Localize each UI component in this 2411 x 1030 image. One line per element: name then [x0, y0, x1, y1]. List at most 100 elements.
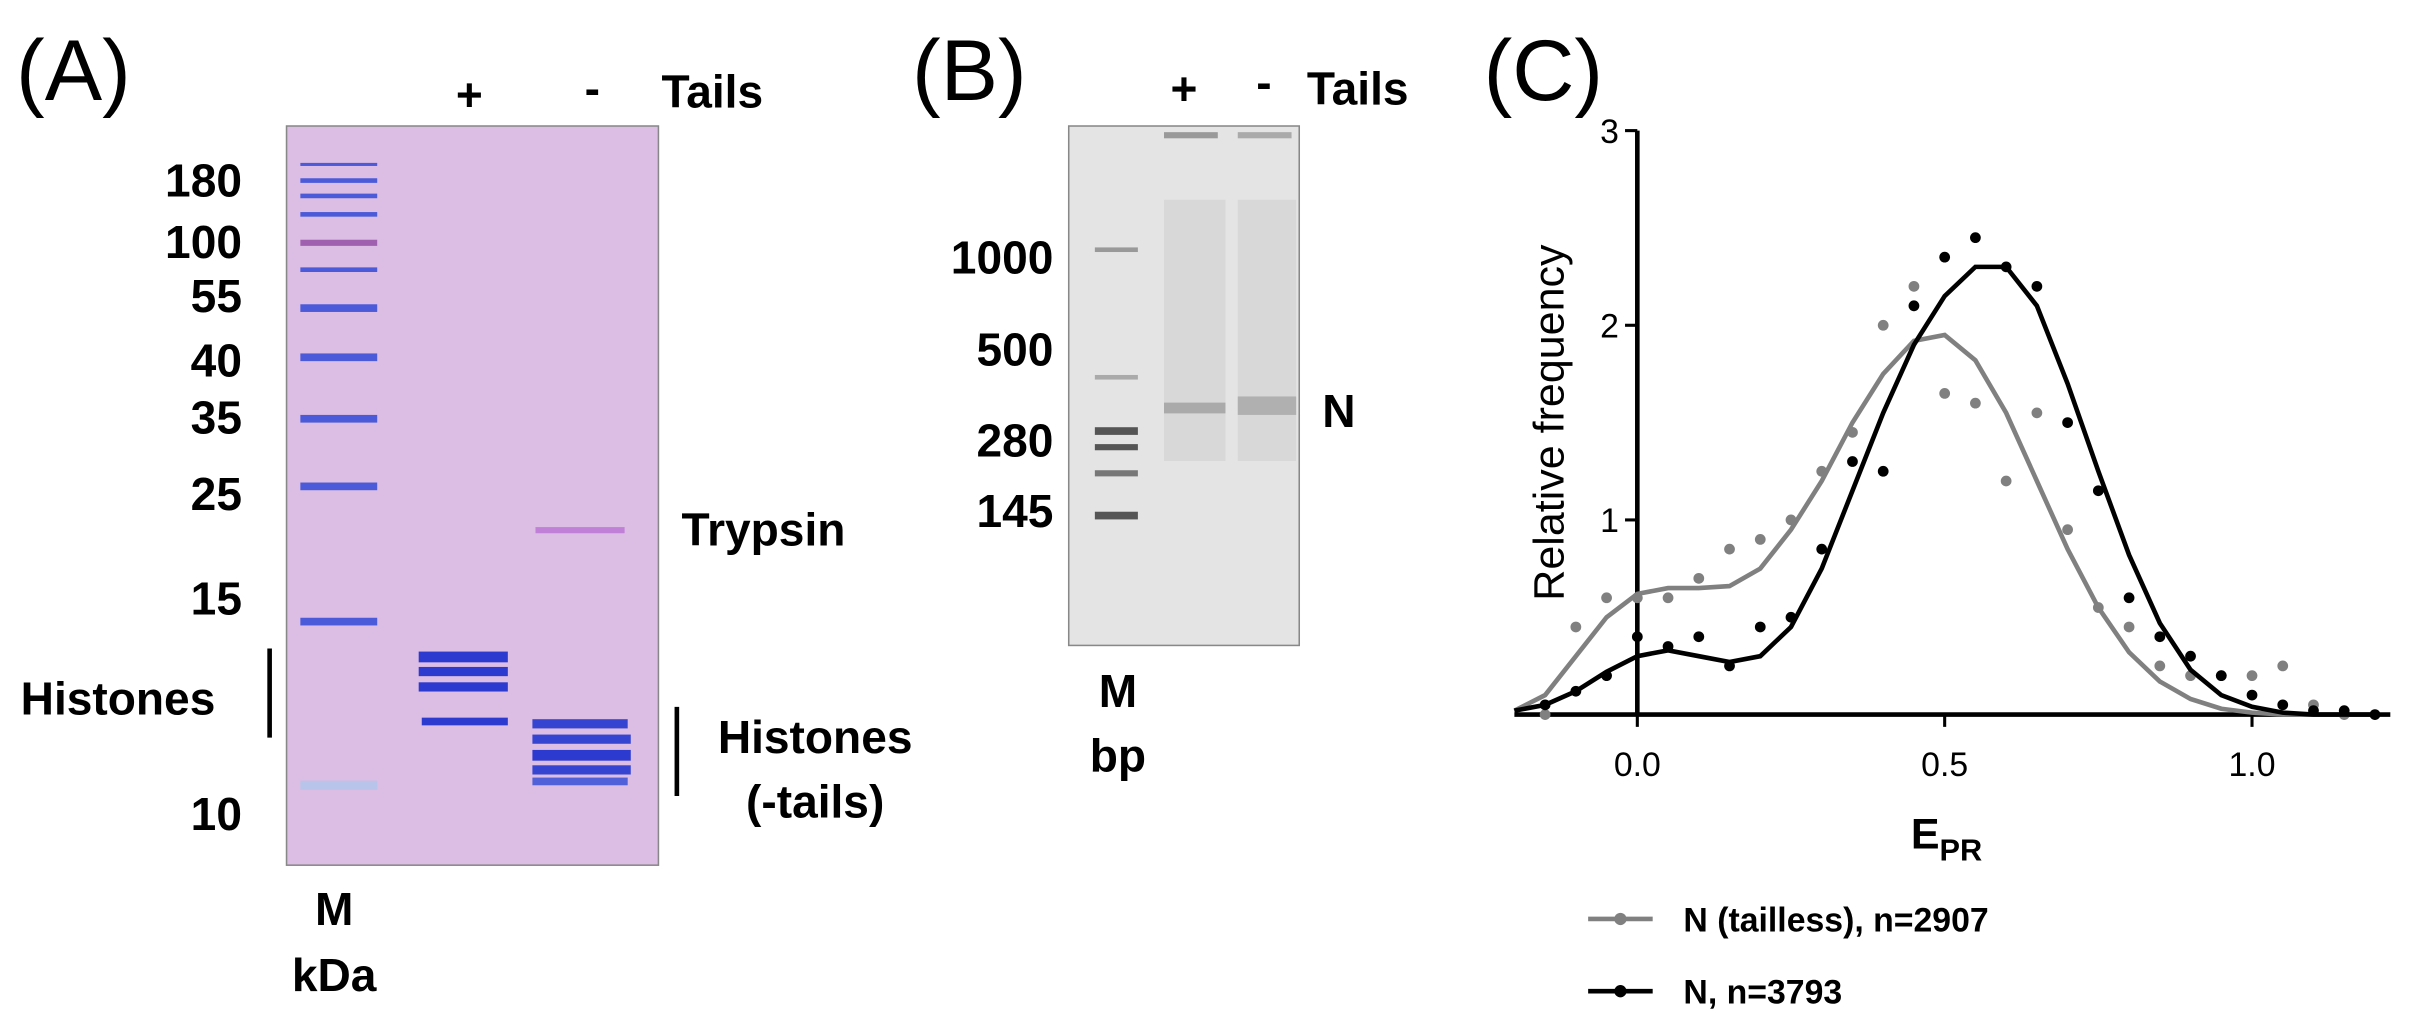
- point: [2000, 475, 2012, 487]
- gel-bands: [300, 162, 631, 790]
- lanes-title: Tails: [1307, 62, 1409, 114]
- point: [1939, 251, 1951, 263]
- legend-label: N, n=3793: [1683, 973, 1842, 1011]
- y-tick-label: 3: [1600, 113, 1619, 151]
- point: [2123, 592, 2135, 604]
- legend-label: N (tailless), n=2907: [1683, 901, 1988, 939]
- marker-labels: 180 100 55 40 35 25 15 10: [165, 155, 242, 840]
- y-tick-label: 2: [1600, 308, 1619, 346]
- point: [2062, 417, 2073, 428]
- band-label: N: [1322, 385, 1355, 437]
- point: [1970, 232, 1981, 244]
- point: [1939, 388, 1951, 399]
- marker-label: 280: [976, 414, 1053, 466]
- marker-label: 25: [191, 468, 242, 520]
- point: [2308, 705, 2319, 717]
- marker-label: 500: [976, 324, 1053, 376]
- y-tick-label: 1: [1600, 502, 1619, 540]
- point: [2000, 261, 2012, 273]
- lane-label: M: [1099, 665, 1137, 717]
- lanes-title: Tails: [661, 66, 763, 118]
- point: [2154, 631, 2166, 643]
- lane-label: -: [585, 62, 600, 114]
- lane-label: -: [1256, 56, 1271, 108]
- point: [2062, 524, 2073, 536]
- unit-label: bp: [1090, 729, 1146, 781]
- point: [1908, 280, 1920, 292]
- point: [1816, 543, 1828, 555]
- point: [1570, 621, 1582, 633]
- fit-line: [1513, 332, 2375, 717]
- point: [1662, 592, 1674, 604]
- marker-label: 40: [191, 334, 242, 386]
- point: [2277, 699, 2289, 711]
- marker-label: 35: [191, 391, 242, 443]
- point: [2185, 650, 2196, 662]
- y-axis-label: Relative frequency: [1526, 244, 1574, 601]
- point: [2092, 602, 2104, 613]
- point: [1693, 631, 1705, 643]
- point: [2092, 485, 2104, 497]
- marker-label: 15: [191, 573, 242, 625]
- point: [1877, 465, 1889, 477]
- point: [2031, 280, 2043, 292]
- x-axis-label-sub: PR: [1940, 833, 1983, 868]
- marker-label: 55: [191, 270, 242, 322]
- trypsin-label: Trypsin: [681, 504, 845, 556]
- x-axis-label-main: E: [1911, 810, 1940, 858]
- point: [1724, 660, 1735, 672]
- histones-tailless-label: (-tails): [746, 776, 884, 828]
- point: [1570, 685, 1582, 697]
- gel-bands: [1094, 132, 1297, 520]
- point: [1754, 621, 1766, 633]
- point: [1601, 592, 1612, 604]
- point: [1662, 641, 1674, 652]
- x-tick-label: 1.0: [2229, 746, 2276, 784]
- legend-marker: [1614, 912, 1627, 926]
- lane-label: +: [1171, 62, 1198, 114]
- lane-label: M: [315, 883, 353, 935]
- point: [1785, 611, 1797, 623]
- histones-label: Histones: [21, 673, 216, 725]
- point: [2031, 407, 2043, 419]
- histones-tailless-label: Histones: [718, 711, 913, 763]
- unit-label: kDa: [292, 949, 377, 1001]
- point: [1631, 631, 1643, 643]
- marker-label: 100: [165, 216, 242, 268]
- x-axis-label: EPR: [1911, 810, 1982, 867]
- marker-label: 145: [976, 485, 1053, 537]
- x-tick-label: 0.0: [1614, 746, 1661, 784]
- point: [1539, 699, 1551, 711]
- point: [1877, 319, 1889, 331]
- point: [2338, 705, 2350, 717]
- point: [1908, 300, 1920, 312]
- point: [1785, 514, 1797, 526]
- panel-label: (A): [16, 23, 131, 119]
- point: [1816, 465, 1828, 477]
- point: [2215, 670, 2227, 682]
- fit-line: [1513, 264, 2375, 717]
- marker-label: 1000: [951, 232, 1054, 284]
- point: [1631, 592, 1643, 604]
- point: [2369, 709, 2381, 720]
- point: [1847, 456, 1858, 467]
- point: [1847, 426, 1858, 438]
- panel-label: (C): [1484, 23, 1603, 119]
- point: [2246, 689, 2258, 701]
- point: [2277, 660, 2289, 672]
- point: [1724, 543, 1735, 555]
- point: [2154, 660, 2166, 672]
- panel-label: (B): [912, 23, 1027, 119]
- point: [1693, 572, 1705, 584]
- point: [1539, 709, 1551, 720]
- point: [1754, 534, 1766, 545]
- marker-label: 180: [165, 155, 242, 207]
- x-tick-label: 0.5: [1921, 746, 1968, 784]
- marker-label: 10: [191, 788, 242, 840]
- plot: 0.0 0.5 1.0 1 2 3 N (tailless), n=2907 N, n=379…: [1513, 113, 2391, 1011]
- point: [1970, 397, 1981, 409]
- lane-label: +: [456, 69, 483, 121]
- point: [2246, 670, 2258, 682]
- legend-marker: [1614, 985, 1627, 998]
